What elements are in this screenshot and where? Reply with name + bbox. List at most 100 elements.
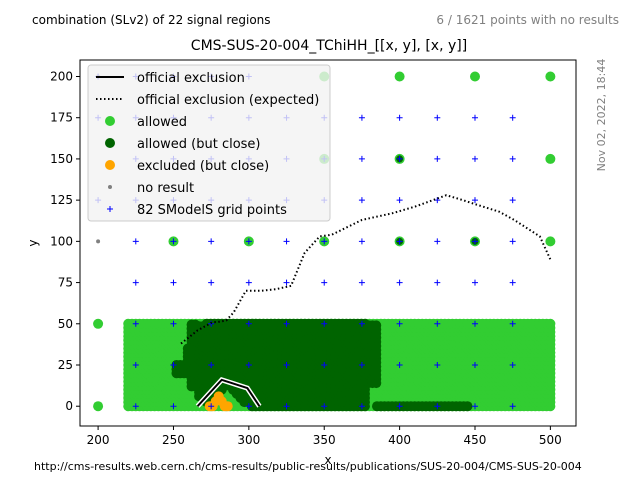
legend-label: excluded (but close) <box>137 159 269 174</box>
grid-point <box>509 114 516 121</box>
legend-label: official exclusion (expected) <box>137 93 319 108</box>
allowed-close-point <box>462 401 473 412</box>
axes-ticks: 200 250 300 350 400 450 500 0 25 50 75 100 125 150 175… <box>50 69 562 447</box>
y-tick-label: 125 <box>50 193 73 207</box>
grid-point <box>509 155 516 162</box>
grid-point <box>434 114 441 121</box>
grid-point <box>358 114 365 121</box>
legend-label: 82 SModelS grid points <box>137 203 287 218</box>
grid-point <box>283 320 290 327</box>
x-axis-label: x <box>324 453 331 467</box>
grid-point <box>208 238 215 245</box>
official-exclusion-line <box>196 378 261 407</box>
y-tick-label: 50 <box>58 317 73 331</box>
allowed-point <box>93 318 104 329</box>
timestamp-text: Nov 02, 2022, 18:44 <box>595 59 608 172</box>
grid-point <box>132 362 139 368</box>
grid-point <box>396 238 403 245</box>
x-tick-label: 400 <box>388 433 411 447</box>
allowed-point <box>545 153 556 164</box>
legend-small-dot-icon <box>108 185 112 189</box>
allowed-point <box>93 401 104 412</box>
grid-point <box>208 279 215 286</box>
grid-point <box>396 279 403 286</box>
header-right-text: 6 / 1621 points with no results <box>436 13 619 27</box>
grid-point <box>245 238 252 245</box>
allowed-point <box>545 236 556 247</box>
grid-point <box>396 362 403 368</box>
grid-point <box>283 403 290 410</box>
grid-point <box>396 403 403 410</box>
grid-point <box>434 320 441 327</box>
y-tick-label: 75 <box>58 276 73 290</box>
header-left-text: combination (SLv2) of 22 signal regions <box>32 13 271 27</box>
grid-point <box>509 403 516 410</box>
plot-area <box>93 71 556 412</box>
allowed-point <box>545 318 556 329</box>
x-tick-label: 500 <box>539 433 562 447</box>
no-result-point <box>96 239 101 244</box>
grid-point <box>283 362 290 368</box>
grid-point <box>471 114 478 121</box>
grid-point <box>471 320 478 327</box>
legend-plus-icon <box>107 206 113 212</box>
grid-point <box>245 279 252 286</box>
footer-url: http://cms-results.web.cern.ch/cms-resul… <box>34 460 582 473</box>
grid-point <box>396 320 403 327</box>
grid-point <box>358 155 365 162</box>
grid-point <box>509 279 516 286</box>
grid-point <box>358 279 365 286</box>
x-tick-label: 250 <box>162 433 185 447</box>
grid-point <box>132 403 139 410</box>
legend-dot-icon <box>105 116 115 126</box>
grid-point <box>434 362 441 368</box>
legend-dot-icon <box>105 160 115 170</box>
grid-point <box>509 238 516 245</box>
grid-point <box>471 362 478 368</box>
grid-point <box>321 238 328 245</box>
grid-point <box>132 279 139 286</box>
grid-point <box>170 320 177 327</box>
grid-point <box>358 362 365 368</box>
y-tick-label: 200 <box>50 69 73 83</box>
grid-point <box>358 197 365 204</box>
legend: official exclusion official exclusion (ex… <box>87 64 331 222</box>
grid-point <box>208 403 215 410</box>
x-tick-label: 300 <box>237 433 260 447</box>
grid-point <box>358 320 365 327</box>
points-layer <box>93 71 556 412</box>
grid-point <box>132 238 139 245</box>
grid-point <box>321 320 328 327</box>
grid-point <box>358 238 365 245</box>
y-tick-label: 175 <box>50 111 73 125</box>
grid-point <box>132 320 139 327</box>
grid-point <box>434 155 441 162</box>
grid-point <box>245 362 252 368</box>
grid-point <box>471 155 478 162</box>
grid-point <box>509 320 516 327</box>
grid-point <box>509 197 516 204</box>
legend-box <box>87 64 331 222</box>
legend-dot-icon <box>105 138 115 148</box>
grid-point <box>245 320 252 327</box>
grid-point <box>434 279 441 286</box>
allowed-close-point <box>371 320 382 331</box>
grid-point <box>396 155 403 162</box>
allowed-point <box>545 71 556 82</box>
y-axis-label: y <box>26 239 40 246</box>
grid-point <box>321 362 328 368</box>
grid-point <box>396 197 403 204</box>
chart-title: CMS-SUS-20-004_TChiHH_[[x, y], [x, y]] <box>191 38 467 54</box>
grid-point <box>170 279 177 286</box>
grid-point <box>471 238 478 245</box>
grid-point <box>245 403 252 410</box>
grid-point <box>471 403 478 410</box>
grid-point <box>321 403 328 410</box>
grid-point <box>471 279 478 286</box>
grid-point <box>358 403 365 410</box>
grid-point <box>283 279 290 286</box>
plot-frame <box>79 59 577 427</box>
grid-point <box>434 403 441 410</box>
allowed-point <box>469 71 480 82</box>
y-tick-label: 0 <box>65 399 73 413</box>
